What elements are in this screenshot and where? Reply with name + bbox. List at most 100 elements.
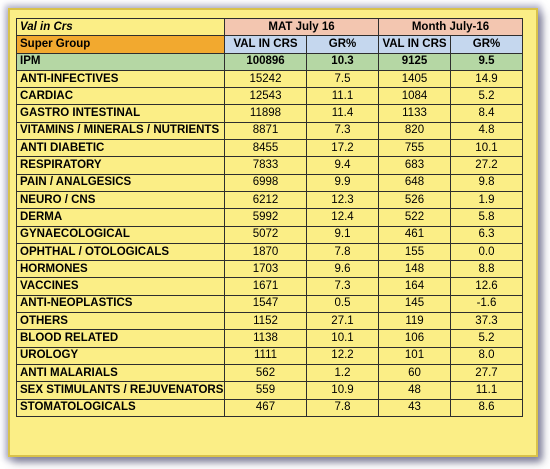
super-group-name: CARDIAC xyxy=(16,87,225,106)
month-val-cell: 522 xyxy=(378,208,451,227)
period-mat-header: MAT July 16 xyxy=(224,17,379,37)
month-val-cell: 164 xyxy=(378,277,451,296)
mat-gr-cell: 9.6 xyxy=(306,260,379,279)
super-group-name: DERMA xyxy=(16,208,225,227)
month-val-cell: 60 xyxy=(378,363,451,383)
mat-val-cell: 8871 xyxy=(224,121,307,141)
super-group-name: ANTI MALARIALS xyxy=(16,363,225,383)
month-gr-cell: 6.3 xyxy=(450,225,523,244)
mat-val-cell: 5992 xyxy=(224,208,307,227)
mat-val-cell: 1547 xyxy=(224,294,307,314)
super-group-name: SEX STIMULANTS / REJUVENATORS xyxy=(16,381,225,400)
super-group-name: GYNAECOLOGICAL xyxy=(16,225,225,244)
month-gr-cell: 5.2 xyxy=(450,329,523,348)
mat-gr-cell: 11.1 xyxy=(306,87,379,106)
mat-gr-cell: 7.8 xyxy=(306,242,379,262)
mat-val-cell: 15242 xyxy=(224,69,307,89)
ipm-month-gr: 9.5 xyxy=(450,52,523,71)
super-group-name: NEURO / CNS xyxy=(16,190,225,210)
month-val-cell: 526 xyxy=(378,190,451,210)
month-val-cell: 1084 xyxy=(378,87,451,106)
month-gr-cell: 27.7 xyxy=(450,363,523,383)
mat-gr-cell: 10.9 xyxy=(306,381,379,400)
mat-val-cell: 6212 xyxy=(224,190,307,210)
table-row: PAIN / ANALGESICS 6998 9.9 648 9.8 xyxy=(16,173,523,192)
mat-gr-cell: 10.1 xyxy=(306,329,379,348)
ipm-month-val: 9125 xyxy=(378,52,451,71)
mat-gr-cell: 9.1 xyxy=(306,225,379,244)
table-row: HORMONES 1703 9.6 148 8.8 xyxy=(16,260,523,279)
mat-gr-cell: 7.8 xyxy=(306,398,379,417)
mat-val-cell: 7833 xyxy=(224,156,307,175)
mat-gr-cell: 9.9 xyxy=(306,173,379,192)
ipm-row: IPM 100896 10.3 9125 9.5 xyxy=(16,52,523,71)
header-row-periods: Val in Crs MAT July 16 Month July-16 xyxy=(16,17,523,37)
month-val-header: VAL IN CRS xyxy=(378,35,451,54)
table-row: ANTI-INFECTIVES 15242 7.5 1405 14.9 xyxy=(16,69,523,89)
ipm-mat-val: 100896 xyxy=(224,52,307,71)
table-row: DERMA 5992 12.4 522 5.8 xyxy=(16,208,523,227)
mat-gr-cell: 11.4 xyxy=(306,104,379,123)
super-group-name: HORMONES xyxy=(16,260,225,279)
table-row: UROLOGY 1111 12.2 101 8.0 xyxy=(16,346,523,365)
month-val-cell: 101 xyxy=(378,346,451,365)
table-row: CARDIAC 12543 11.1 1084 5.2 xyxy=(16,87,523,106)
month-gr-cell: 5.8 xyxy=(450,208,523,227)
super-group-name: ANTI-NEOPLASTICS xyxy=(16,294,225,314)
mat-val-cell: 559 xyxy=(224,381,307,400)
month-gr-cell: 27.2 xyxy=(450,156,523,175)
super-group-name: VITAMINS / MINERALS / NUTRIENTS xyxy=(16,121,225,141)
mat-val-cell: 12543 xyxy=(224,87,307,106)
month-gr-cell: 8.4 xyxy=(450,104,523,123)
month-val-cell: 461 xyxy=(378,225,451,244)
month-gr-cell: 12.6 xyxy=(450,277,523,296)
super-group-name: GASTRO INTESTINAL xyxy=(16,104,225,123)
table-row: BLOOD RELATED 1138 10.1 106 5.2 xyxy=(16,329,523,348)
ipm-name: IPM xyxy=(16,52,225,71)
mat-val-cell: 5072 xyxy=(224,225,307,244)
mat-gr-cell: 7.5 xyxy=(306,69,379,89)
table-row: VITAMINS / MINERALS / NUTRIENTS 8871 7.3 82… xyxy=(16,121,523,141)
header-row-columns: Super Group VAL IN CRS GR% VAL IN CRS GR… xyxy=(16,35,523,54)
table-row: STOMATOLOGICALS 467 7.8 43 8.6 xyxy=(16,398,523,417)
month-gr-cell: 8.8 xyxy=(450,260,523,279)
month-val-cell: 106 xyxy=(378,329,451,348)
mat-gr-cell: 7.3 xyxy=(306,277,379,296)
month-gr-cell: 8.0 xyxy=(450,346,523,365)
super-group-name: ANTI DIABETIC xyxy=(16,139,225,158)
mat-gr-cell: 17.2 xyxy=(306,139,379,158)
month-gr-cell: 37.3 xyxy=(450,312,523,331)
super-group-name: VACCINES xyxy=(16,277,225,296)
mat-val-cell: 1703 xyxy=(224,260,307,279)
month-gr-cell: 5.2 xyxy=(450,87,523,106)
mat-gr-header: GR% xyxy=(306,35,379,54)
table-row: ANTI-NEOPLASTICS 1547 0.5 145 -1.6 xyxy=(16,294,523,314)
table-row: NEURO / CNS 6212 12.3 526 1.9 xyxy=(16,190,523,210)
month-val-cell: 648 xyxy=(378,173,451,192)
month-gr-cell: 11.1 xyxy=(450,381,523,400)
month-val-cell: 148 xyxy=(378,260,451,279)
table-row: ANTI DIABETIC 8455 17.2 755 10.1 xyxy=(16,139,523,158)
super-group-name: OPHTHAL / OTOLOGICALS xyxy=(16,242,225,262)
month-gr-cell: 14.9 xyxy=(450,69,523,89)
ipm-mat-gr: 10.3 xyxy=(306,52,379,71)
month-val-cell: 155 xyxy=(378,242,451,262)
super-group-name: RESPIRATORY xyxy=(16,156,225,175)
month-val-cell: 119 xyxy=(378,312,451,331)
month-gr-cell: 10.1 xyxy=(450,139,523,158)
super-group-table: Val in Crs MAT July 16 Month July-16 Sup… xyxy=(16,17,523,417)
super-group-name: PAIN / ANALGESICS xyxy=(16,173,225,192)
month-gr-cell: 1.9 xyxy=(450,190,523,210)
mat-gr-cell: 1.2 xyxy=(306,363,379,383)
super-group-name: STOMATOLOGICALS xyxy=(16,398,225,417)
table-row: VACCINES 1671 7.3 164 12.6 xyxy=(16,277,523,296)
month-val-cell: 755 xyxy=(378,139,451,158)
month-val-cell: 145 xyxy=(378,294,451,314)
table-row: RESPIRATORY 7833 9.4 683 27.2 xyxy=(16,156,523,175)
super-group-name: OTHERS xyxy=(16,312,225,331)
mat-val-cell: 1152 xyxy=(224,312,307,331)
mat-val-cell: 1671 xyxy=(224,277,307,296)
month-val-cell: 1405 xyxy=(378,69,451,89)
table-row: GYNAECOLOGICAL 5072 9.1 461 6.3 xyxy=(16,225,523,244)
super-group-header: Super Group xyxy=(16,35,225,54)
